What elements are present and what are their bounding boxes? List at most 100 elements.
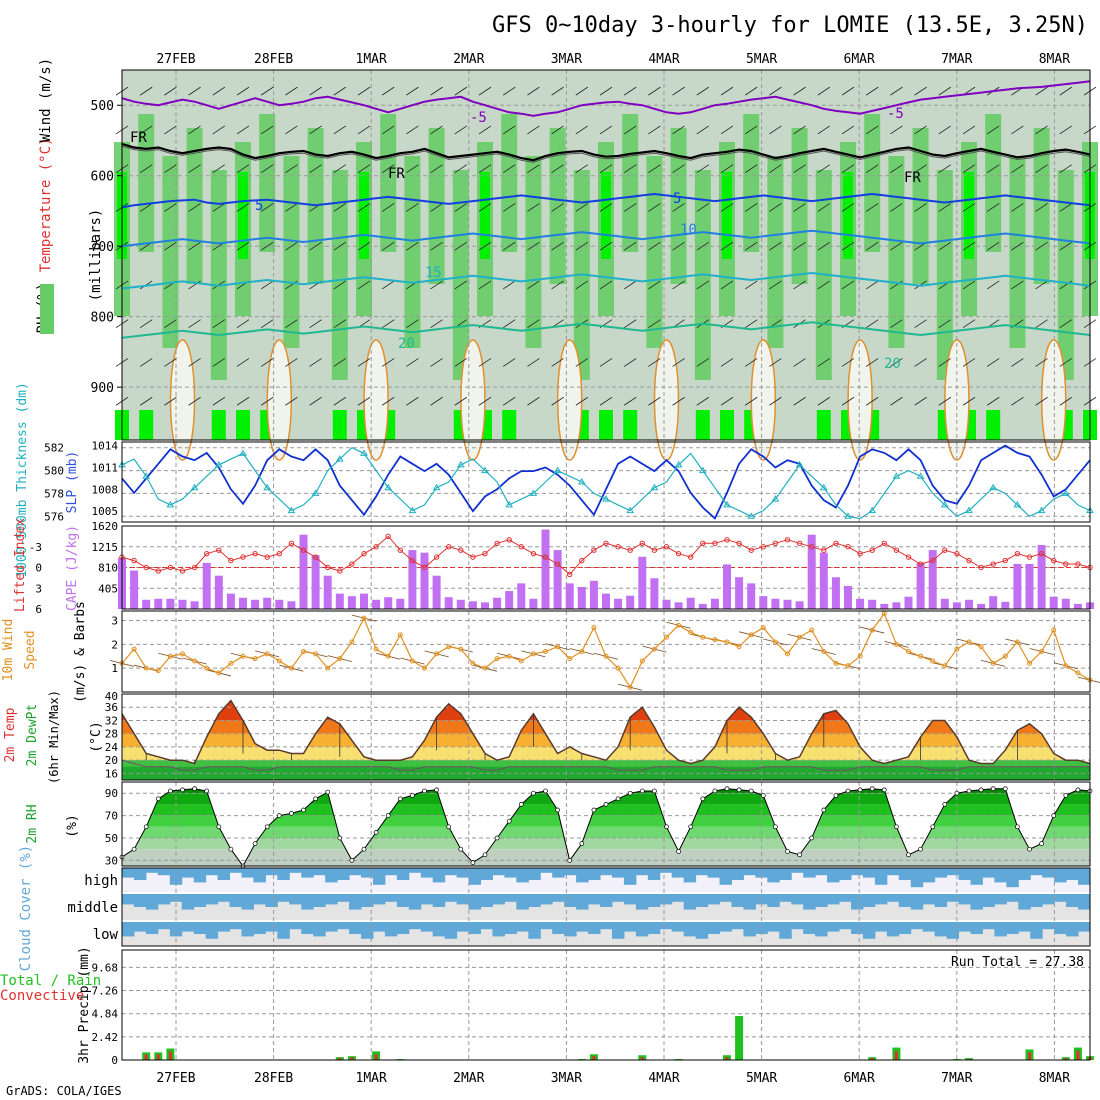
rh2m-point <box>688 824 694 830</box>
rh2m-point <box>664 824 669 830</box>
wind-ylabel-2: Speed <box>23 630 38 669</box>
wind-barb <box>478 358 492 367</box>
cloud-bar-low <box>623 922 637 932</box>
cloud-bar-middle <box>420 894 434 905</box>
cape-bar <box>1013 563 1022 609</box>
rh2m-point <box>676 849 681 854</box>
cloud-bar-middle <box>946 894 960 902</box>
wind-speed-point <box>337 656 343 662</box>
wind-barb <box>817 280 831 290</box>
wind-speed-point <box>530 651 536 657</box>
cloud-bar-middle <box>695 894 709 907</box>
wind-barb <box>454 203 468 212</box>
cloud-bar-middle <box>600 894 613 907</box>
wind-barb <box>623 358 637 367</box>
cape-tick-label: 405 <box>98 582 118 595</box>
wind-barb <box>333 125 347 135</box>
wind-barb <box>623 241 637 251</box>
rh-surface-patch <box>816 410 831 440</box>
lifted-index-point <box>857 550 863 557</box>
temp-tick-label: 32 <box>105 714 118 727</box>
wind-speed-point <box>482 665 488 671</box>
cloud-bar-high <box>910 868 924 888</box>
cloud-bar-middle <box>635 894 649 910</box>
slp-tick-label: 1008 <box>92 483 119 496</box>
cloud-bar-low <box>432 922 446 937</box>
rh2m-point <box>639 788 645 794</box>
rh-patch <box>501 114 518 252</box>
wind-barb <box>333 164 347 173</box>
cloud-bar-high <box>504 868 517 878</box>
cape-bar <box>892 602 901 609</box>
cloud-bar-low <box>779 922 792 939</box>
lifted-index-point <box>397 547 403 553</box>
wind-barb <box>430 164 443 173</box>
temp-ylabel-2: 2m DewPt <box>25 704 40 767</box>
contour-label: -5 <box>887 106 904 122</box>
wind-barb <box>914 164 927 173</box>
lifted-index-point <box>373 544 379 550</box>
cloud-bar-high <box>659 868 673 873</box>
wind-barb <box>575 280 589 290</box>
cloud-bar-middle <box>719 894 732 902</box>
wind-barb <box>817 86 831 96</box>
cape-bar <box>347 596 356 609</box>
wind-speed-point <box>942 663 948 669</box>
warm-plume <box>1040 339 1067 461</box>
cape-tick-label: 810 <box>98 562 118 575</box>
cloud-bar-high <box>277 868 290 880</box>
wind-speed-point <box>869 627 875 633</box>
cloud-bar-high <box>349 868 362 876</box>
lifted-index-point <box>312 554 319 560</box>
wind-barb <box>986 125 1000 135</box>
wind-barb <box>236 241 250 251</box>
wind-barb <box>575 241 589 251</box>
wind-speed-point <box>724 639 730 645</box>
wind-speed-point <box>615 665 621 671</box>
thickness-point <box>916 472 925 479</box>
wind-barb <box>890 358 903 367</box>
rh2m-point <box>990 786 996 792</box>
wind-barb <box>430 203 443 212</box>
cloud-bar-low <box>301 922 314 934</box>
cloud-bar-low <box>815 922 828 937</box>
wind-barb <box>1035 280 1048 290</box>
date-label-bottom: 2MAR <box>453 1071 484 1086</box>
wind-barb <box>648 241 661 251</box>
wind-speed-point <box>1027 660 1032 666</box>
cloud-bar-high <box>217 868 231 880</box>
cloud-bar-high <box>361 868 374 878</box>
wind-barb <box>551 203 564 212</box>
thickness-point <box>1013 500 1022 508</box>
cloud-bar-low <box>361 922 374 939</box>
wind-speed-point <box>543 649 548 654</box>
precip-frame <box>121 949 1091 1061</box>
cape-bar <box>698 603 707 609</box>
slp-ylabel: SLP (mb) <box>65 451 80 514</box>
temp-tick-label: 20 <box>105 754 118 767</box>
wind-barb <box>793 203 806 212</box>
wind-barb <box>260 280 274 290</box>
cloud-bar-middle <box>779 894 792 902</box>
cape-bar <box>360 593 368 609</box>
lifted-index-line <box>121 535 1091 576</box>
rh2m-point <box>543 788 548 794</box>
cloud-bar-low <box>193 922 207 934</box>
cape-bar <box>287 601 296 609</box>
wind-barb <box>793 86 806 96</box>
wind-barb <box>1011 396 1024 406</box>
wind-barb <box>357 203 371 212</box>
cloud-bar-high <box>456 868 470 878</box>
date-label-bottom: 5MAR <box>746 1071 777 1086</box>
wind-speed-point <box>893 641 899 647</box>
cape-bar <box>493 597 502 609</box>
isotherm-10 <box>121 229 1091 248</box>
wind-barb <box>986 241 1000 251</box>
cape-bar <box>662 599 671 609</box>
rh2m-point <box>1063 793 1069 798</box>
wind-barb <box>527 203 540 212</box>
temp-band <box>122 746 1090 761</box>
cloud-bar-low <box>157 922 171 930</box>
cape-bar <box>1073 603 1082 609</box>
